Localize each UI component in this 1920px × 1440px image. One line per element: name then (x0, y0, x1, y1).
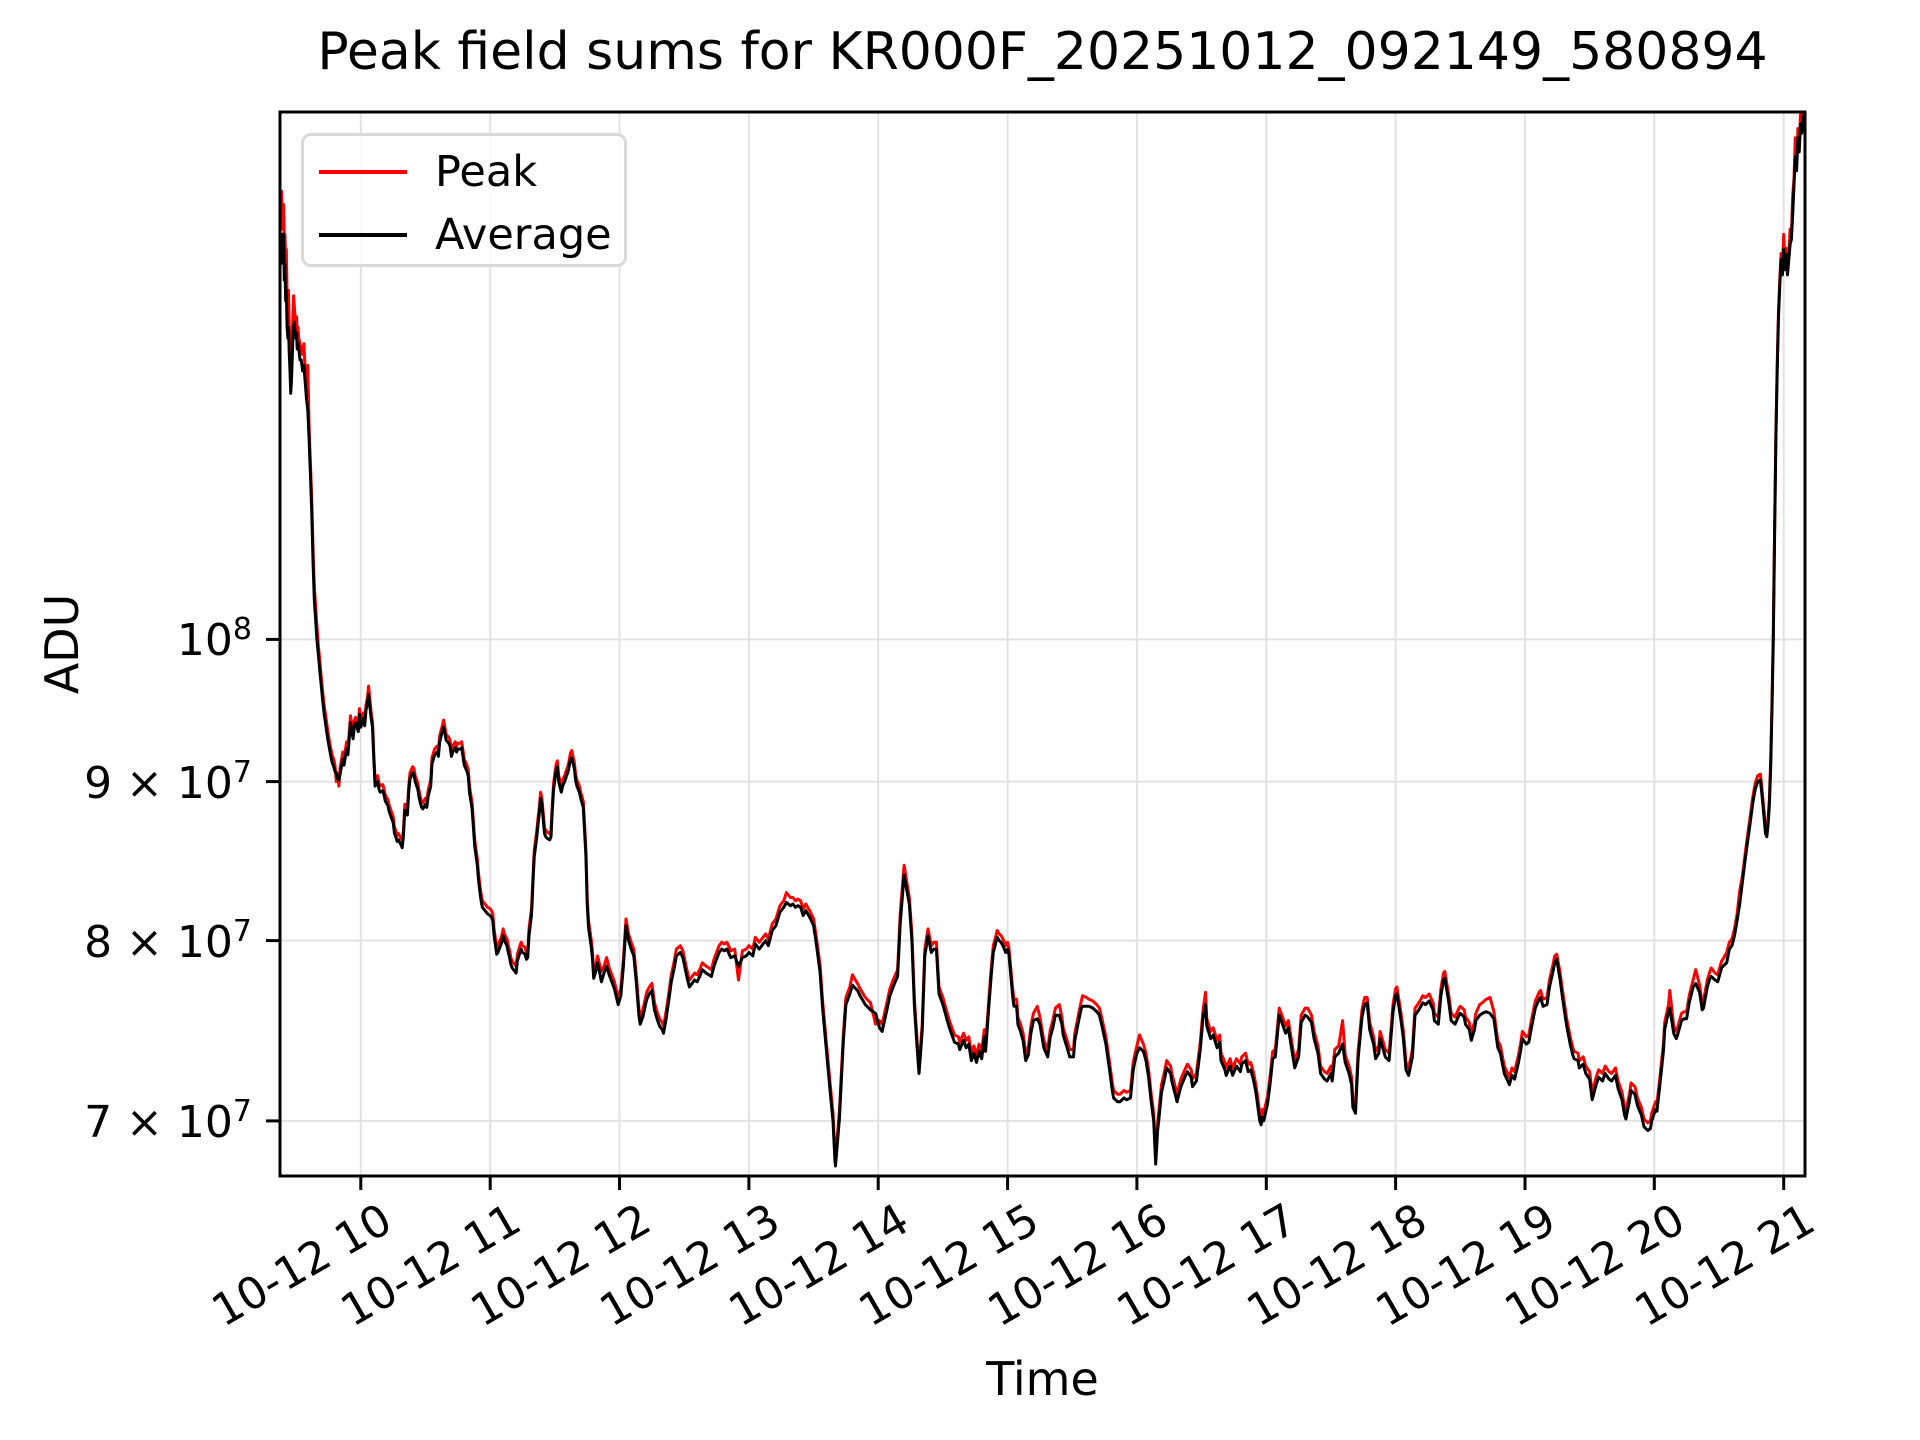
chart-title: Peak field sums for KR000F_20251012_0921… (317, 22, 1768, 82)
axes-spines (278, 110, 1807, 1178)
legend: Peak Average (301, 133, 627, 267)
legend-item-label: Peak (435, 146, 538, 197)
x-axis-label: Time (986, 1352, 1099, 1406)
y-axis-label: ADU (35, 593, 89, 695)
y-tick-label: 7 × 107 (84, 1094, 252, 1148)
peak-line-icon (319, 169, 407, 174)
legend-item-average: Average (304, 203, 624, 266)
y-tick-label: 8 × 107 (84, 913, 252, 968)
y-tick-label: 108 (176, 612, 252, 667)
average-line-icon (319, 232, 407, 237)
peak-series-line (280, 112, 1805, 1160)
y-tick-label: 9 × 107 (84, 754, 252, 809)
legend-item-label: Average (435, 209, 612, 260)
average-series-line (280, 114, 1805, 1168)
legend-item-peak: Peak (304, 140, 624, 203)
